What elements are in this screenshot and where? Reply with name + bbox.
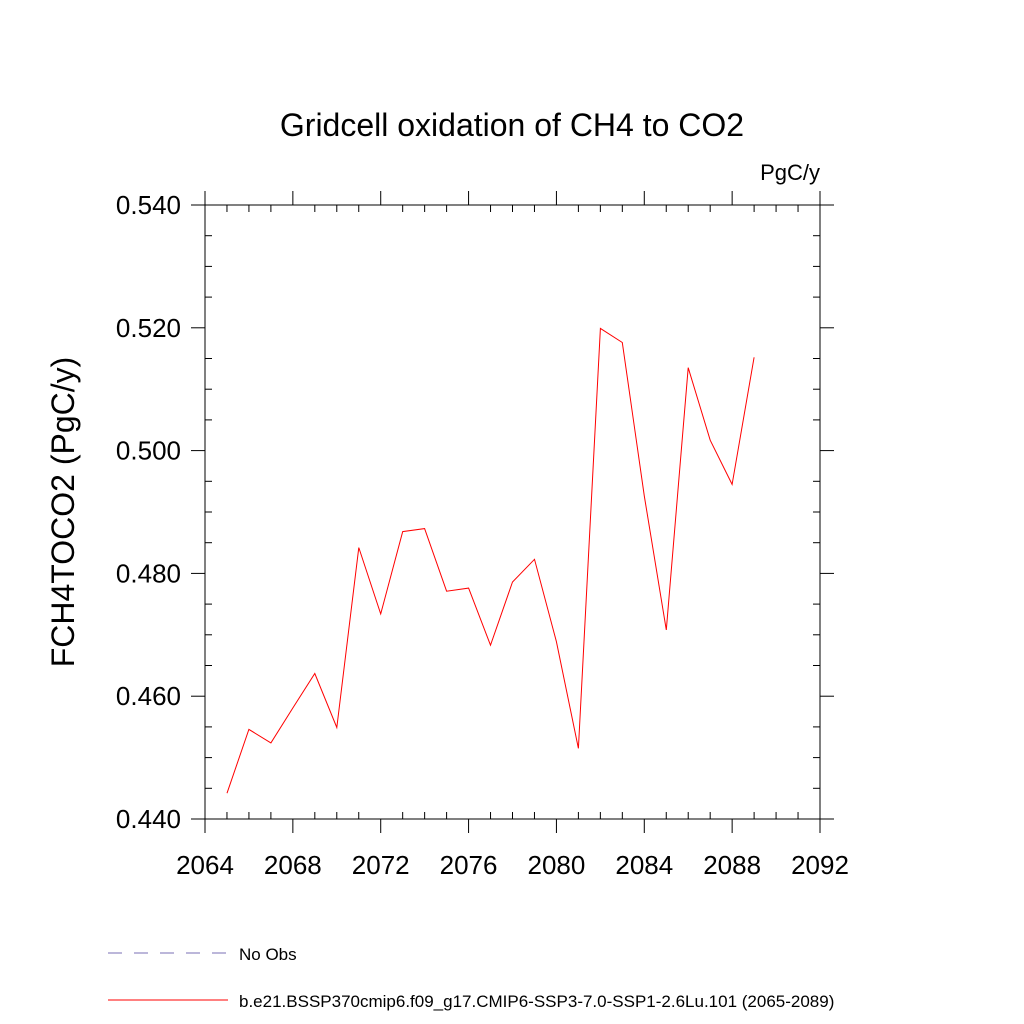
y-tick-label: 0.500 — [116, 436, 181, 466]
y-tick-label: 0.460 — [116, 681, 181, 711]
y-axis-label: FCH4TOCO2 (PgC/y) — [45, 357, 81, 668]
chart-title: Gridcell oxidation of CH4 to CO2 — [280, 107, 744, 143]
x-tick-label: 2064 — [176, 850, 234, 880]
x-tick-label: 2088 — [703, 850, 761, 880]
series — [226, 327, 755, 794]
x-tick-label: 2084 — [615, 850, 673, 880]
legend-label: No Obs — [239, 945, 297, 964]
y-tick-label: 0.480 — [116, 558, 181, 588]
x-tick-label: 2076 — [440, 850, 498, 880]
y-tick-label: 0.540 — [116, 190, 181, 220]
legend-label: b.e21.BSSP370cmip6.f09_g17.CMIP6-SSP3-7.… — [239, 992, 834, 1011]
plot-frame — [204, 204, 821, 820]
legend: No Obs b.e21.BSSP370cmip6.f09_g17.CMIP6-S… — [108, 945, 834, 1011]
y-tick-label: 0.520 — [116, 313, 181, 343]
x-tick-label: 2072 — [352, 850, 410, 880]
tick-labels: 2064 2068 2072 2076 2080 2084 2088 2092 0.440 0.4… — [116, 190, 849, 880]
x-tick-label: 2080 — [528, 850, 586, 880]
x-tick-label: 2092 — [791, 850, 849, 880]
x-tick-label: 2068 — [264, 850, 322, 880]
series-line — [226, 327, 755, 794]
y-tick-label: 0.440 — [116, 804, 181, 834]
ticks — [191, 191, 834, 833]
units-label: PgC/y — [760, 160, 820, 185]
